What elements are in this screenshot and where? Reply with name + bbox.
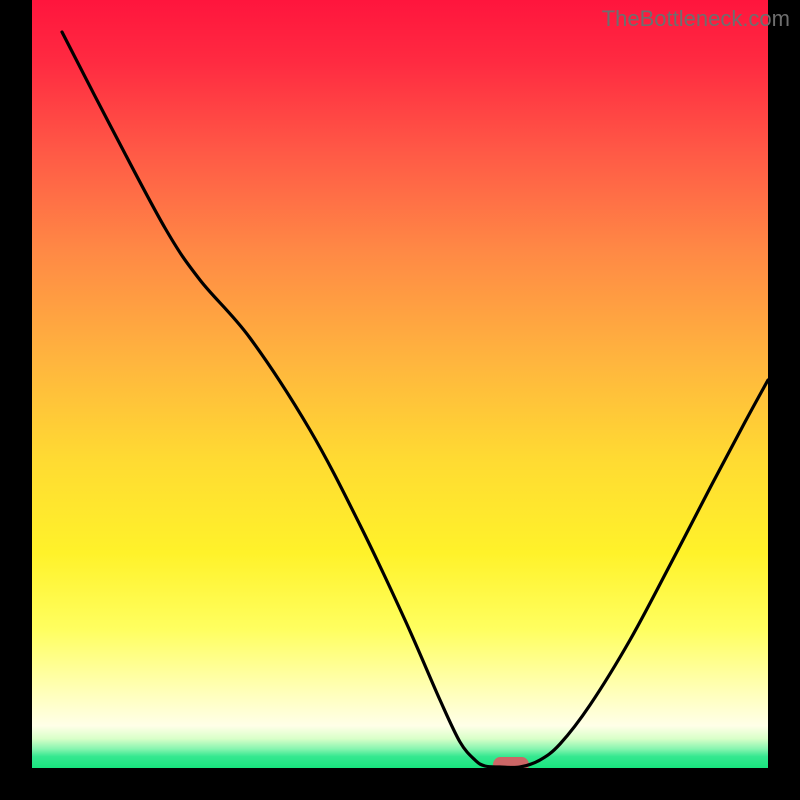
bottleneck-curve: [0, 0, 800, 800]
bottleneck-chart: TheBottleneck.com: [0, 0, 800, 800]
right-axis-border: [768, 0, 800, 800]
watermark-text: TheBottleneck.com: [602, 6, 790, 32]
left-axis-border: [0, 0, 32, 800]
bottom-axis-border: [0, 768, 800, 800]
